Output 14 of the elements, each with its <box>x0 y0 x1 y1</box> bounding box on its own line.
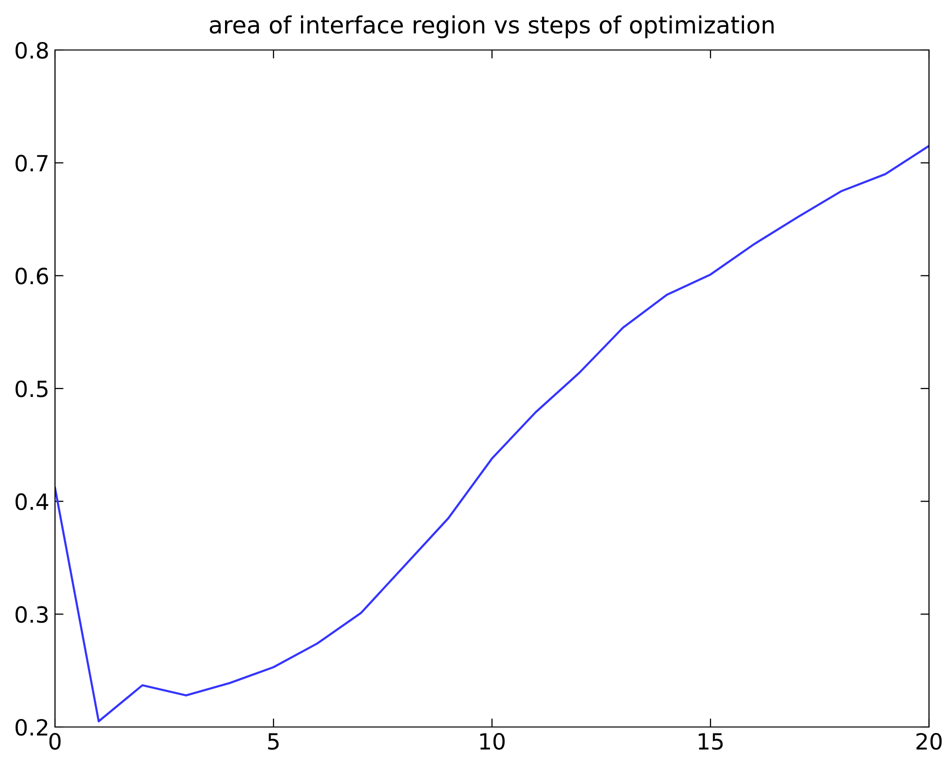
x-tick-label: 20 <box>916 732 942 750</box>
x-tick-label: 0 <box>49 732 61 750</box>
line-series <box>55 144 929 722</box>
y-tick-label: 0.7 <box>16 154 48 172</box>
y-tick-label: 0.8 <box>16 42 48 59</box>
chart-title: area of interface region vs steps of optimization <box>210 15 774 38</box>
x-tick-label: 5 <box>268 733 279 750</box>
y-tick-label: 0.2 <box>16 718 48 736</box>
y-tick-label: 0.4 <box>16 493 48 510</box>
y-tick-label: 0.6 <box>16 268 48 284</box>
y-tick-label: 0.5 <box>16 380 48 398</box>
y-tick-label: 0.3 <box>16 606 48 623</box>
x-tick-label: 15 <box>698 733 723 750</box>
x-tick-label: 10 <box>480 732 505 750</box>
